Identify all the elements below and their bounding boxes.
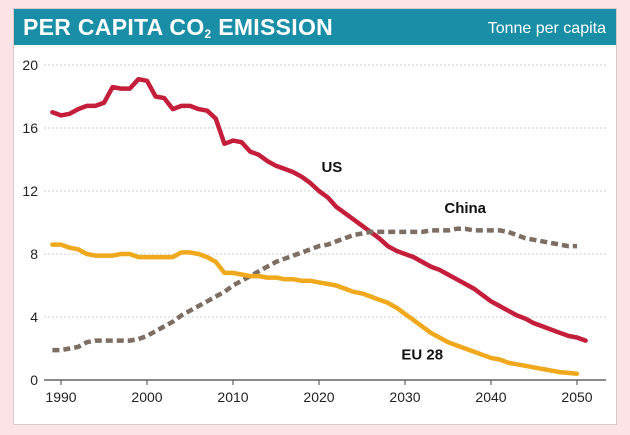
title-subscript: 2 xyxy=(204,27,212,41)
series-label-china: China xyxy=(444,200,486,217)
x-tick-label: 2040 xyxy=(475,389,506,405)
x-tick-label: 2020 xyxy=(303,389,334,405)
y-tick-label: 8 xyxy=(30,246,38,262)
y-tick-label: 12 xyxy=(22,183,38,199)
chart-header: PER CAPITA CO2 EMISSION Tonne per capita xyxy=(14,9,616,45)
x-tick-label: 2050 xyxy=(561,389,592,405)
y-tick-label: 16 xyxy=(22,120,38,136)
series-line-us xyxy=(50,76,588,343)
units-label: Tonne per capita xyxy=(487,20,606,37)
y-tick-label: 4 xyxy=(30,309,38,325)
series-label-eu28: EU 28 xyxy=(401,347,443,364)
x-tick-label: 2000 xyxy=(131,389,162,405)
x-tick-label: 1990 xyxy=(45,389,76,405)
y-tick-label: 20 xyxy=(22,57,38,73)
y-tick-label: 0 xyxy=(30,372,38,388)
chart-card: PER CAPITA CO2 EMISSION Tonne per capita xyxy=(13,8,617,425)
chart-title: PER CAPITA CO2 EMISSION xyxy=(23,14,334,41)
x-tick-label: 2010 xyxy=(217,389,248,405)
series-line-eu28 xyxy=(50,242,580,376)
series-line-china xyxy=(52,226,577,353)
x-tick-label: 2030 xyxy=(389,389,420,405)
series-label-us: US xyxy=(321,159,342,176)
